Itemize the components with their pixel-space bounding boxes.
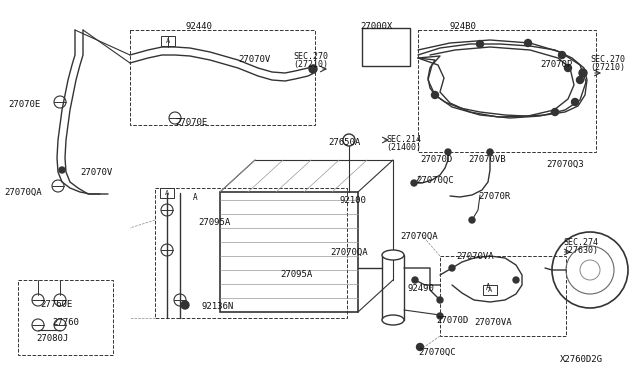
Bar: [160, 188, 174, 198]
Text: SEC.274: SEC.274: [563, 238, 598, 247]
Text: 27095A: 27095A: [198, 218, 230, 227]
Text: SEC.270: SEC.270: [590, 55, 625, 64]
Circle shape: [445, 149, 451, 155]
Circle shape: [181, 301, 189, 309]
Text: 924B0: 924B0: [450, 22, 477, 31]
Circle shape: [572, 99, 579, 106]
Text: 27070E: 27070E: [175, 118, 207, 127]
Text: 27070QC: 27070QC: [416, 176, 454, 185]
Text: A: A: [165, 190, 169, 196]
Text: (27630): (27630): [563, 246, 598, 255]
Text: 27095A: 27095A: [280, 270, 312, 279]
Text: 92490: 92490: [408, 284, 435, 293]
Text: 27070V: 27070V: [80, 168, 112, 177]
Circle shape: [564, 64, 572, 71]
Text: 92440: 92440: [185, 22, 212, 31]
Text: 27070QA: 27070QA: [330, 248, 367, 257]
Text: 27080J: 27080J: [36, 334, 68, 343]
Text: 27070D: 27070D: [420, 155, 452, 164]
Text: 27070VA: 27070VA: [474, 318, 511, 327]
Bar: [440, 256, 566, 336]
Text: (27210): (27210): [590, 63, 625, 72]
Text: SEC.270: SEC.270: [293, 52, 328, 61]
Circle shape: [579, 69, 587, 77]
Bar: [362, 28, 410, 66]
Circle shape: [559, 51, 566, 58]
Circle shape: [437, 313, 443, 319]
Circle shape: [525, 39, 531, 46]
Bar: [418, 30, 596, 152]
Circle shape: [347, 138, 351, 142]
Circle shape: [437, 297, 443, 303]
Text: A: A: [193, 193, 197, 202]
Circle shape: [431, 92, 438, 99]
Text: 27070VA: 27070VA: [456, 252, 493, 261]
Circle shape: [469, 217, 475, 223]
Bar: [130, 30, 315, 125]
Text: 27070R: 27070R: [478, 192, 510, 201]
Bar: [18, 280, 113, 355]
Circle shape: [513, 277, 519, 283]
Text: A: A: [488, 287, 492, 293]
Text: (27210): (27210): [293, 60, 328, 69]
Text: 92100: 92100: [340, 196, 367, 205]
Circle shape: [309, 65, 317, 73]
Text: X2760D2G: X2760D2G: [560, 355, 603, 364]
Circle shape: [577, 77, 584, 83]
Bar: [220, 192, 358, 312]
Text: 27650A: 27650A: [328, 138, 360, 147]
Text: 27070P: 27070P: [540, 60, 572, 69]
Text: 27760E: 27760E: [40, 300, 72, 309]
Text: 92136N: 92136N: [202, 302, 234, 311]
Bar: [382, 255, 404, 320]
Circle shape: [411, 180, 417, 186]
Circle shape: [417, 343, 424, 350]
Circle shape: [477, 41, 483, 48]
Bar: [155, 188, 347, 318]
Text: A: A: [486, 283, 490, 292]
Circle shape: [59, 167, 65, 173]
Text: 27000X: 27000X: [360, 22, 392, 31]
Bar: [161, 36, 175, 46]
Text: 27070D: 27070D: [436, 316, 468, 325]
Text: 27070Q3: 27070Q3: [546, 160, 584, 169]
Text: SEC.214: SEC.214: [386, 135, 421, 144]
Bar: [483, 285, 497, 295]
Circle shape: [449, 265, 455, 271]
Text: 27070E: 27070E: [8, 100, 40, 109]
Text: 27070QA: 27070QA: [400, 232, 438, 241]
Circle shape: [487, 149, 493, 155]
Text: 27070QC: 27070QC: [418, 348, 456, 357]
Circle shape: [412, 277, 418, 283]
Text: 27070QA: 27070QA: [4, 188, 42, 197]
Circle shape: [552, 109, 559, 115]
Text: 27070V: 27070V: [238, 55, 270, 64]
Ellipse shape: [382, 315, 404, 325]
Text: A: A: [166, 38, 170, 44]
Text: 27760: 27760: [52, 318, 79, 327]
Ellipse shape: [382, 250, 404, 260]
Text: (21400): (21400): [386, 143, 421, 152]
Text: 27070VB: 27070VB: [468, 155, 506, 164]
